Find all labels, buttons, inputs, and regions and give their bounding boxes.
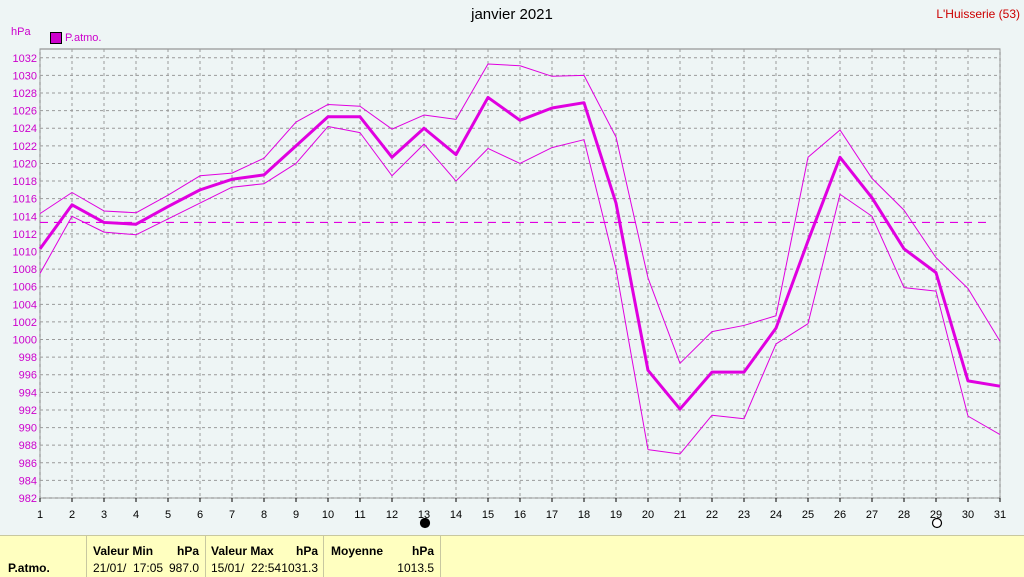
x-tick-label: 12: [386, 509, 398, 521]
y-tick-label: 1016: [13, 194, 37, 206]
legend-swatch: [50, 32, 62, 44]
y-tick-label: 1030: [13, 70, 37, 82]
x-tick-label: 30: [962, 509, 974, 521]
y-tick-label: 998: [19, 352, 37, 364]
pressure-chart: 9829849869889909929949969981000100210041…: [13, 48, 1006, 529]
y-tick-label: 1010: [13, 246, 37, 258]
y-tick-label: 1028: [13, 88, 37, 100]
x-tick-label: 20: [642, 509, 654, 521]
y-tick-label: 1012: [13, 229, 37, 241]
x-tick-label: 14: [450, 509, 462, 521]
x-tick-label: 5: [165, 509, 171, 521]
y-tick-label: 1032: [13, 53, 37, 65]
y-tick-label: 1026: [13, 106, 37, 118]
x-tick-label: 1: [37, 509, 43, 521]
stats-avg-cell: Moyenne hPa 1013.5: [323, 536, 441, 577]
y-tick-label: 988: [19, 440, 37, 452]
grid-lines: [39, 49, 1001, 502]
x-tick-label: 26: [834, 509, 846, 521]
stats-panel: P.atmo. Valeur Min hPa 21/01/ 17:05 987.…: [0, 535, 1024, 577]
series-lines: [38, 63, 1001, 455]
x-tick-label: 8: [261, 509, 267, 521]
y-tick-label: 992: [19, 405, 37, 417]
stats-max-cell: Valeur Max hPa 15/01/ 22:54 1031.3: [205, 536, 324, 577]
x-tick-label: 18: [578, 509, 590, 521]
station-label: L'Huisserie (53): [936, 7, 1020, 21]
y-tick-label: 982: [19, 493, 37, 505]
x-tick-label: 4: [133, 509, 139, 521]
avg-unit: hPa: [411, 544, 434, 558]
max-unit: hPa: [295, 544, 318, 558]
y-tick-label: 986: [19, 458, 37, 470]
x-tick-label: 11: [354, 509, 365, 521]
x-tick-label: 3: [101, 509, 107, 521]
y-tick-label: 994: [19, 387, 37, 399]
x-tick-label: 28: [898, 509, 910, 521]
legend-label: P.atmo.: [65, 32, 102, 44]
y-tick-label: 996: [19, 370, 37, 382]
min-header: Valeur Min: [93, 544, 154, 558]
moon-new-icon: [419, 517, 431, 529]
y-tick-label: 990: [19, 423, 37, 435]
y-axis-unit: hPa: [11, 26, 31, 38]
x-tick-label: 13: [418, 509, 430, 521]
y-tick-label: 1022: [13, 141, 37, 153]
x-tick-label: 6: [197, 509, 203, 521]
stats-label-cell: P.atmo.: [0, 536, 87, 577]
series-max-line: [39, 63, 1001, 364]
moon-full-icon: [931, 517, 943, 529]
y-tick-label: 1018: [13, 176, 37, 188]
x-tick-label: 27: [866, 509, 878, 521]
max-header: Valeur Max: [211, 544, 274, 558]
x-tick-label: 24: [770, 509, 782, 521]
y-tick-labels: 982 984 986 988 990 992 994 996 998 1000 1002 1004 1…: [13, 53, 37, 505]
x-tick-labels: 1 2 3 4 5 6 7 8 9 10 11 12 13 14 15 16 17 18 19 20 21 22 23 24 2…: [37, 509, 1006, 521]
max-date: 15/01/ 22:54: [211, 561, 282, 575]
chart-title: janvier 2021: [471, 6, 553, 23]
y-tick-label: 1024: [13, 123, 37, 135]
x-tick-label: 29: [930, 509, 942, 521]
x-tick-label: 7: [229, 509, 235, 521]
y-tick-label: 1000: [13, 335, 37, 347]
series-mean-line: [38, 95, 1001, 411]
moon-markers: [419, 517, 943, 529]
y-tick-label: 1006: [13, 282, 37, 294]
stats-min-cell: Valeur Min hPa 21/01/ 17:05 987.0: [86, 536, 206, 577]
x-tick-label: 17: [546, 509, 558, 521]
x-tick-label: 19: [610, 509, 622, 521]
x-tick-label: 23: [738, 509, 750, 521]
x-tick-label: 22: [706, 509, 718, 521]
min-date: 21/01/ 17:05: [93, 561, 164, 575]
y-tick-label: 1020: [13, 158, 37, 170]
avg-header: Moyenne: [331, 544, 384, 558]
x-tick-label: 21: [674, 509, 686, 521]
x-tick-label: 31: [994, 509, 1006, 521]
legend: P.atmo.: [50, 32, 102, 44]
min-value: 987.0: [168, 561, 199, 575]
y-tick-label: 984: [19, 475, 37, 487]
x-tick-label: 25: [802, 509, 814, 521]
y-tick-label: 1002: [13, 317, 37, 329]
y-tick-label: 1014: [13, 211, 37, 223]
y-tick-label: 1004: [13, 299, 37, 311]
x-tick-label: 9: [293, 509, 299, 521]
x-tick-label: 2: [69, 509, 75, 521]
x-tick-label: 15: [482, 509, 494, 521]
series-min-line: [39, 125, 1001, 455]
x-tick-label: 10: [322, 509, 334, 521]
y-tick-label: 1008: [13, 264, 37, 276]
avg-value: 1013.5: [397, 561, 434, 575]
max-value: 1031.3: [281, 561, 318, 575]
min-unit: hPa: [176, 544, 199, 558]
stats-row-label: P.atmo.: [8, 561, 50, 575]
x-tick-label: 16: [514, 509, 526, 521]
